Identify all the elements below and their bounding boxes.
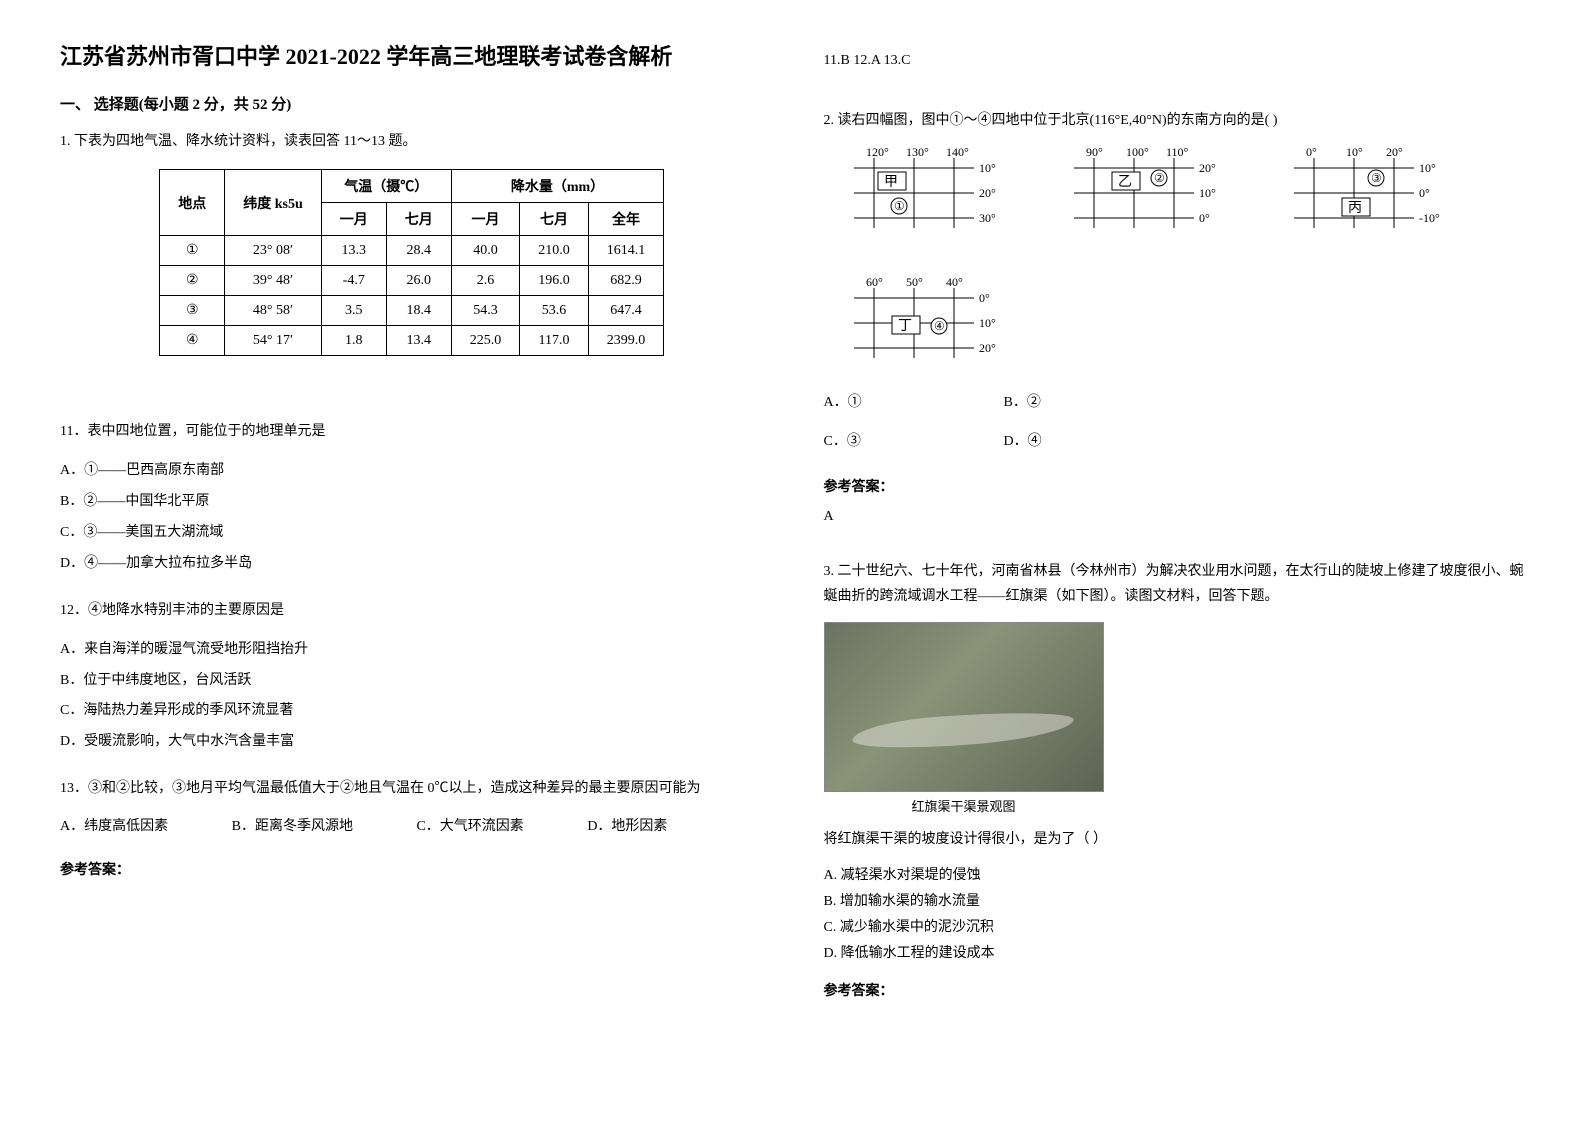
- svg-text:丙: 丙: [1348, 201, 1362, 216]
- svg-text:④: ④: [934, 319, 945, 333]
- svg-text:丁: 丁: [898, 319, 912, 334]
- q2-answer-label: 参考答案：: [824, 476, 1528, 496]
- map-yi: 90° 100° 110° 20° 10° 0° 乙 ②: [1064, 148, 1224, 238]
- svg-text:130°: 130°: [906, 145, 929, 159]
- q3-caption: 红旗渠干渠景观图: [824, 796, 1104, 815]
- th-precip: 降水量（mm）: [451, 170, 664, 203]
- q3-image: [824, 622, 1104, 792]
- q2-maps: 120° 130° 140° 10° 20° 30° 甲 ①: [844, 148, 1528, 368]
- q3-opt-a: A. 减轻渠水对渠堤的侵蚀: [824, 864, 1528, 884]
- map-bing: 0° 10° 20° 10° 0° -10° ③ 丙: [1284, 148, 1444, 238]
- th-jul-t: 七月: [386, 203, 451, 236]
- q3-stem: 3. 二十世纪六、七十年代，河南省林县（今林州市）为解决农业用水问题，在太行山的…: [824, 559, 1528, 609]
- q11-opt-a: A．①——巴西高原东南部: [60, 456, 412, 487]
- svg-text:10°: 10°: [1419, 161, 1436, 175]
- svg-text:10°: 10°: [979, 161, 996, 175]
- table-row: ① 23° 08′ 13.3 28.4 40.0 210.0 1614.1: [160, 236, 664, 266]
- map-jia: 120° 130° 140° 10° 20° 30° 甲 ①: [844, 148, 1004, 238]
- svg-text:10°: 10°: [1346, 145, 1363, 159]
- svg-text:10°: 10°: [979, 316, 996, 330]
- svg-text:40°: 40°: [946, 275, 963, 289]
- map-ding: 60° 50° 40° 0° 10° 20° 丁 ④: [844, 278, 1004, 368]
- q13-text: 13．③和②比较，③地月平均气温最低值大于②地且气温在 0℃以上，造成这种差异的…: [60, 776, 764, 801]
- q11-opt-b: B．②——中国华北平原: [60, 487, 412, 518]
- th-jan-p: 一月: [451, 203, 520, 236]
- table-row: ② 39° 48′ -4.7 26.0 2.6 196.0 682.9: [160, 266, 664, 296]
- th-jan-t: 一月: [321, 203, 386, 236]
- svg-text:0°: 0°: [1419, 186, 1430, 200]
- svg-text:110°: 110°: [1166, 145, 1189, 159]
- svg-text:0°: 0°: [1306, 145, 1317, 159]
- th-temp: 气温（摄℃）: [321, 170, 451, 203]
- q11-opt-d: D．④——加拿大拉布拉多半岛: [60, 549, 412, 580]
- svg-text:乙: 乙: [1118, 174, 1132, 190]
- q3-sub: 将红旗渠干渠的坡度设计得很小，是为了（ ）: [824, 827, 1528, 852]
- th-jul-p: 七月: [520, 203, 589, 236]
- table-row: ④ 54° 17′ 1.8 13.4 225.0 117.0 2399.0: [160, 326, 664, 356]
- q13-opt-a: A．纬度高低因素: [60, 819, 168, 834]
- svg-text:10°: 10°: [1199, 186, 1216, 200]
- th-location: 地点: [160, 170, 225, 236]
- svg-text:50°: 50°: [906, 275, 923, 289]
- q13-opt-d: D．地形因素: [587, 819, 667, 834]
- q3-answer-label: 参考答案：: [824, 980, 1528, 1000]
- q2-stem: 2. 读右四幅图，图中①～④四地中位于北京(116°E,40°N)的东南方向的是…: [824, 108, 1528, 133]
- th-year-p: 全年: [588, 203, 664, 236]
- svg-text:①: ①: [894, 199, 905, 213]
- q13-opt-b: B．距离冬季风源地: [232, 819, 353, 834]
- q2-opt-c: C．③: [824, 427, 964, 458]
- q2-opt-d: D．④: [1004, 427, 1144, 458]
- svg-text:120°: 120°: [866, 145, 889, 159]
- q1-stem: 1. 下表为四地气温、降水统计资料，读表回答 11～13 题。: [60, 129, 764, 154]
- q12-text: 12．④地降水特别丰沛的主要原因是: [60, 598, 764, 623]
- q2-answer: A: [824, 504, 1528, 529]
- page-title: 江苏省苏州市胥口中学 2021-2022 学年高三地理联考试卷含解析: [60, 40, 764, 73]
- q12-opt-d: D．受暖流影响，大气中水汽含量丰富: [60, 727, 412, 758]
- svg-text:20°: 20°: [1199, 161, 1216, 175]
- q1-answer-label: 参考答案：: [60, 859, 764, 879]
- svg-text:③: ③: [1371, 171, 1382, 185]
- svg-text:20°: 20°: [979, 186, 996, 200]
- svg-text:20°: 20°: [979, 341, 996, 355]
- q1-table: 地点 纬度 ks5u 气温（摄℃） 降水量（mm） 一月 七月 一月 七月 全年…: [159, 169, 664, 356]
- q3-opt-c: C. 减少输水渠中的泥沙沉积: [824, 916, 1528, 936]
- svg-text:140°: 140°: [946, 145, 969, 159]
- q12-opt-a: A．来自海洋的暖湿气流受地形阻挡抬升: [60, 635, 412, 666]
- q12-opt-c: C．海陆热力差异形成的季风环流显著: [60, 696, 412, 727]
- svg-text:②: ②: [1154, 171, 1165, 185]
- svg-text:60°: 60°: [866, 275, 883, 289]
- svg-text:20°: 20°: [1386, 145, 1403, 159]
- q11-opt-c: C．③——美国五大湖流域: [60, 518, 412, 549]
- svg-text:0°: 0°: [979, 291, 990, 305]
- q2-opt-a: A．①: [824, 388, 964, 419]
- q1-answer: 11.B 12.A 13.C: [824, 48, 1528, 73]
- th-lat: 纬度 ks5u: [225, 170, 322, 236]
- q12-opt-b: B．位于中纬度地区，台风活跃: [60, 666, 412, 697]
- section-heading: 一、 选择题(每小题 2 分，共 52 分): [60, 93, 764, 114]
- q13-opt-c: C．大气环流因素: [416, 819, 523, 834]
- svg-text:0°: 0°: [1199, 211, 1210, 225]
- svg-text:30°: 30°: [979, 211, 996, 225]
- svg-text:90°: 90°: [1086, 145, 1103, 159]
- q2-opt-b: B．②: [1004, 388, 1144, 419]
- q3-opt-b: B. 增加输水渠的输水流量: [824, 890, 1528, 910]
- svg-text:-10°: -10°: [1419, 211, 1440, 225]
- table-row: ③ 48° 58′ 3.5 18.4 54.3 53.6 647.4: [160, 296, 664, 326]
- q3-opt-d: D. 降低输水工程的建设成本: [824, 942, 1528, 962]
- svg-text:甲: 甲: [884, 175, 898, 190]
- svg-text:100°: 100°: [1126, 145, 1149, 159]
- q11-text: 11．表中四地位置，可能位于的地理单元是: [60, 419, 764, 444]
